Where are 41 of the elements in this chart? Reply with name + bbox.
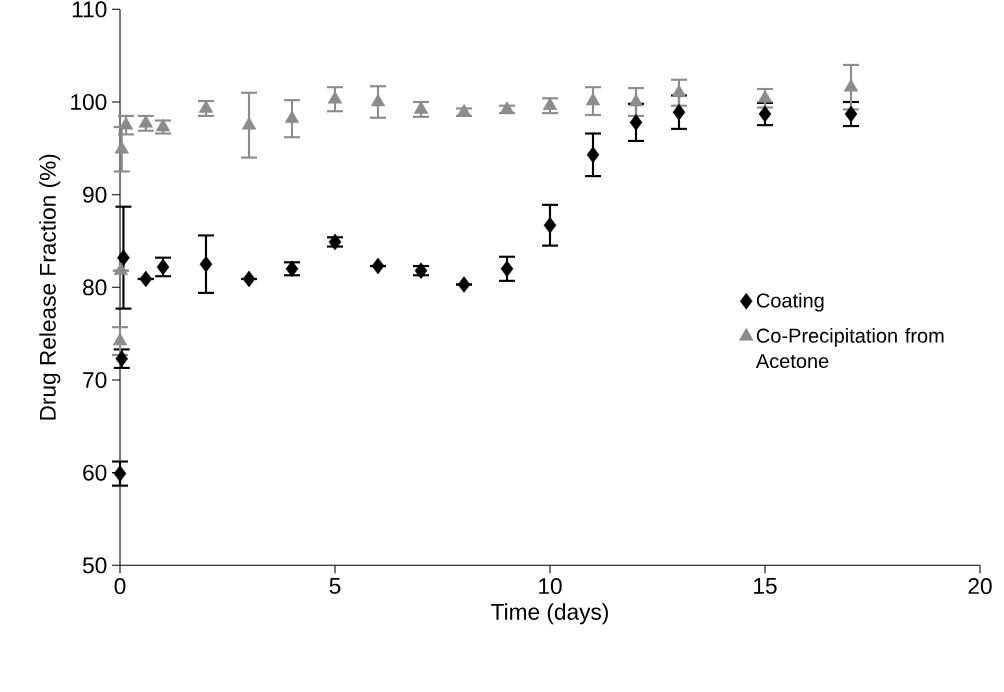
point bbox=[114, 140, 129, 154]
point bbox=[241, 116, 257, 130]
x-tick-label: 5 bbox=[329, 578, 341, 594]
x-tick-label: 15 bbox=[754, 578, 777, 594]
x-axis-title: Time (days) bbox=[491, 603, 608, 625]
point bbox=[542, 97, 558, 110]
point bbox=[629, 114, 643, 131]
point bbox=[371, 257, 385, 275]
legend-label: Coating bbox=[756, 292, 824, 312]
y-tick-label: 110 bbox=[72, 1, 107, 18]
legend-label: Co-Precipitation from Acetone bbox=[755, 328, 944, 369]
point bbox=[628, 93, 644, 107]
point bbox=[456, 103, 472, 117]
y-tick-label: 60 bbox=[83, 464, 107, 481]
y-tick-label: 90 bbox=[83, 186, 107, 203]
x-tick-label: 0 bbox=[114, 578, 126, 595]
point bbox=[543, 216, 557, 234]
x-tick-label: 20 bbox=[968, 578, 992, 595]
point bbox=[672, 103, 686, 121]
point bbox=[843, 78, 859, 92]
y-axis-title: Drug Release Fraction (%) bbox=[39, 154, 61, 420]
point bbox=[370, 93, 386, 107]
y-tick-label: 70 bbox=[83, 371, 107, 389]
point bbox=[500, 260, 514, 278]
point bbox=[284, 110, 300, 123]
y-tick-label: 80 bbox=[83, 279, 107, 296]
point bbox=[117, 249, 130, 266]
point bbox=[113, 262, 129, 275]
point bbox=[113, 465, 127, 482]
point bbox=[586, 146, 600, 164]
point bbox=[585, 92, 601, 106]
point bbox=[199, 255, 213, 273]
x-tick-label: 10 bbox=[539, 578, 562, 595]
point bbox=[844, 105, 858, 123]
y-tick-label: 100 bbox=[71, 93, 107, 111]
point bbox=[413, 101, 429, 114]
y-tick-label: 50 bbox=[82, 557, 107, 574]
point bbox=[242, 270, 256, 288]
point bbox=[198, 100, 214, 113]
point bbox=[457, 276, 471, 293]
point bbox=[671, 84, 687, 97]
